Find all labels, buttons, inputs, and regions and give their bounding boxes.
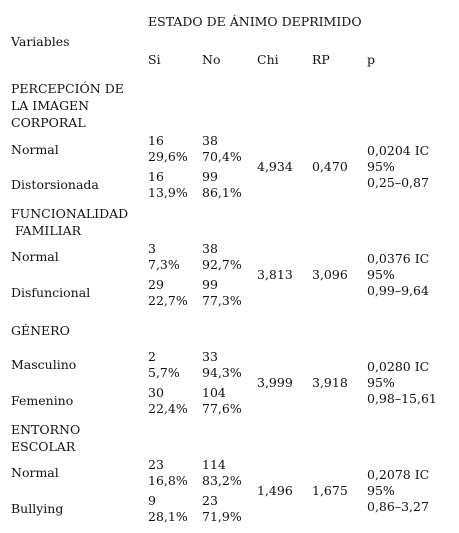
group-title-line: ENTORNO <box>11 422 81 437</box>
col-header-si: Si <box>148 52 161 67</box>
si-cell: 2 5,7% <box>148 349 180 380</box>
p-value: 0,0376 IC 95% 0,99–9,64 <box>367 251 430 298</box>
group-title: GÉNERO <box>11 322 171 339</box>
group-title-line: PERCEPCIÓN DE <box>11 81 124 96</box>
row-label: Masculino <box>11 357 77 372</box>
row-label: Bullying <box>11 501 64 516</box>
group-title-line: FAMILIAR <box>11 223 82 238</box>
no-cell: 38 92,7% <box>202 241 242 272</box>
no-cell: 104 77,6% <box>202 385 242 416</box>
no-cell: 99 77,3% <box>202 277 242 308</box>
chi-value: 4,934 <box>257 159 293 174</box>
group-title: ENTORNO ESCOLAR <box>11 421 171 455</box>
group-title-line: FUNCIONALIDAD <box>11 206 129 221</box>
table-super-title: ESTADO DE ÁNIMO DEPRIMIDO <box>148 14 362 29</box>
rp-value: 0,470 <box>312 159 348 174</box>
row-label: Disfuncional <box>11 285 91 300</box>
rp-value: 1,675 <box>312 483 348 498</box>
rp-value: 3,096 <box>312 267 348 282</box>
no-cell: 33 94,3% <box>202 349 242 380</box>
row-label: Normal <box>11 465 59 480</box>
si-cell: 30 22,4% <box>148 385 188 416</box>
col-header-chi: Chi <box>257 52 279 67</box>
group-title-line: CORPORAL <box>11 115 86 130</box>
variables-header: Variables <box>11 34 70 49</box>
no-cell: 23 71,9% <box>202 493 242 524</box>
si-cell: 29 22,7% <box>148 277 188 308</box>
group-title-line: ESCOLAR <box>11 439 76 454</box>
row-label: Normal <box>11 249 59 264</box>
p-value: 0,0204 IC 95% 0,25–0,87 <box>367 143 430 190</box>
p-value: 0,2078 IC 95% 0,86–3,27 <box>367 467 430 514</box>
chi-value: 3,813 <box>257 267 293 282</box>
group-title: PERCEPCIÓN DE LA IMAGEN CORPORAL <box>11 80 171 131</box>
col-header-rp: RP <box>312 52 330 67</box>
no-cell: 38 70,4% <box>202 133 242 164</box>
p-value: 0,0280 IC 95% 0,98–15,61 <box>367 359 437 406</box>
group-title: FUNCIONALIDAD FAMILIAR <box>11 205 171 239</box>
si-cell: 3 7,3% <box>148 241 180 272</box>
group-title-line: LA IMAGEN <box>11 98 90 113</box>
row-label: Distorsionada <box>11 177 99 192</box>
rp-value: 3,918 <box>312 375 348 390</box>
row-label: Femenino <box>11 393 74 408</box>
group-title-line: GÉNERO <box>11 323 70 338</box>
si-cell: 16 29,6% <box>148 133 188 164</box>
row-label: Normal <box>11 142 59 157</box>
si-cell: 16 13,9% <box>148 169 188 200</box>
chi-value: 1,496 <box>257 483 293 498</box>
col-header-no: No <box>202 52 221 67</box>
chi-value: 3,999 <box>257 375 293 390</box>
no-cell: 99 86,1% <box>202 169 242 200</box>
no-cell: 114 83,2% <box>202 457 242 488</box>
si-cell: 23 16,8% <box>148 457 188 488</box>
si-cell: 9 28,1% <box>148 493 188 524</box>
col-header-p: p <box>367 52 376 67</box>
